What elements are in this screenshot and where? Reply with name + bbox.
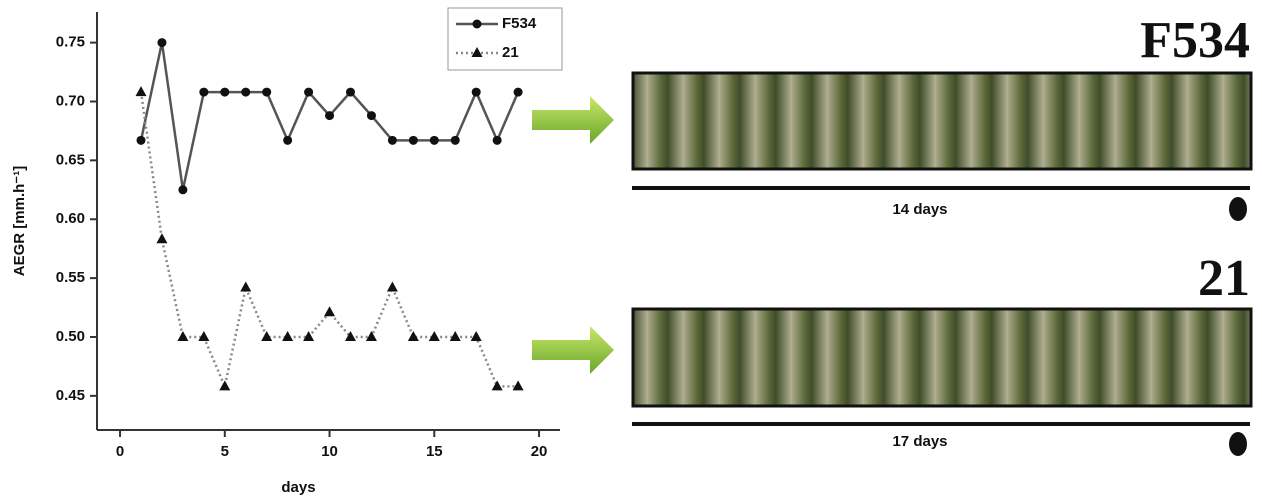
point xyxy=(365,330,377,341)
legend-marker xyxy=(471,47,483,57)
x-tick-label: 15 xyxy=(426,443,443,460)
point xyxy=(240,281,252,292)
duration-label: 17 days xyxy=(892,433,947,450)
point xyxy=(428,330,440,341)
panel-label: F534 xyxy=(1140,12,1250,69)
x-axis-label: days xyxy=(281,479,315,496)
x-tick-label: 20 xyxy=(531,443,548,460)
point xyxy=(283,135,293,145)
panel-label: 21 xyxy=(1198,250,1250,307)
point xyxy=(220,87,230,97)
legend-label: 21 xyxy=(502,44,519,61)
point xyxy=(219,380,231,391)
end-dot xyxy=(1229,197,1247,221)
y-tick-label: 0.75 xyxy=(56,34,85,51)
legend-marker xyxy=(472,19,482,29)
point xyxy=(324,306,336,317)
sample-image xyxy=(631,307,1253,408)
point xyxy=(449,330,461,341)
duration-label: 14 days xyxy=(892,201,947,218)
point xyxy=(492,135,502,145)
point xyxy=(513,87,523,97)
point xyxy=(241,87,251,97)
arrow xyxy=(532,326,614,374)
point xyxy=(136,135,146,145)
end-dot xyxy=(1229,432,1247,456)
x-tick-label: 10 xyxy=(321,443,338,460)
point xyxy=(344,330,356,341)
point xyxy=(199,87,209,97)
y-tick-label: 0.65 xyxy=(56,151,85,168)
point xyxy=(178,185,188,195)
point xyxy=(429,135,439,145)
point xyxy=(262,87,272,97)
legend-box xyxy=(447,7,563,71)
sample-image xyxy=(631,71,1253,171)
point xyxy=(470,330,482,341)
point xyxy=(135,86,147,97)
y-tick-label: 0.55 xyxy=(56,269,85,286)
y-tick-label: 0.45 xyxy=(56,387,85,404)
point xyxy=(325,111,335,121)
point xyxy=(345,87,355,97)
point xyxy=(304,87,314,97)
point xyxy=(198,330,210,341)
x-tick-label: 0 xyxy=(116,443,124,460)
point xyxy=(157,38,167,48)
point xyxy=(450,135,460,145)
y-tick-label: 0.60 xyxy=(56,210,85,227)
point xyxy=(303,330,315,341)
point xyxy=(471,87,481,97)
point xyxy=(156,233,168,244)
x-tick-label: 5 xyxy=(221,443,229,460)
point xyxy=(387,135,397,145)
chart: 0.45 0.50 0.55 0.60 0.65 0.70 0.75 0 5 10 15 20 days… xyxy=(11,7,563,496)
point xyxy=(386,281,398,292)
point xyxy=(407,330,419,341)
point xyxy=(261,330,273,341)
point xyxy=(282,330,294,341)
point xyxy=(366,111,376,121)
y-axis-label: AEGR [mm.h⁻¹] xyxy=(11,166,28,276)
arrow xyxy=(532,96,614,144)
legend-label: F534 xyxy=(502,15,537,32)
point xyxy=(177,330,189,341)
point xyxy=(512,380,524,391)
y-tick-label: 0.70 xyxy=(56,92,85,109)
point xyxy=(408,135,418,145)
series-line xyxy=(139,91,519,391)
point xyxy=(491,380,503,391)
y-tick-label: 0.50 xyxy=(56,328,85,345)
